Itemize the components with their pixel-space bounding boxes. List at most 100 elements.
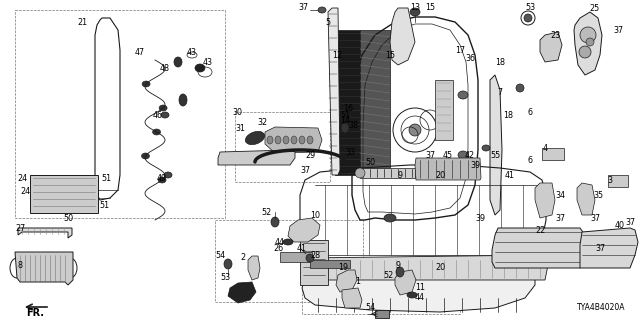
Ellipse shape bbox=[161, 112, 169, 118]
Polygon shape bbox=[415, 158, 481, 180]
Text: 26: 26 bbox=[273, 244, 283, 252]
Text: 18: 18 bbox=[495, 58, 505, 67]
Text: 31: 31 bbox=[235, 124, 245, 132]
Text: TYA4B4020A: TYA4B4020A bbox=[577, 303, 625, 312]
Polygon shape bbox=[390, 8, 415, 65]
Text: 6: 6 bbox=[527, 156, 532, 164]
Text: 41: 41 bbox=[505, 171, 515, 180]
Polygon shape bbox=[288, 218, 320, 242]
Text: 9: 9 bbox=[396, 260, 401, 269]
Text: 54: 54 bbox=[365, 303, 375, 313]
Text: 37: 37 bbox=[590, 213, 600, 222]
Polygon shape bbox=[580, 228, 638, 268]
Text: 3: 3 bbox=[607, 175, 612, 185]
Polygon shape bbox=[360, 168, 415, 178]
Text: 43: 43 bbox=[187, 47, 197, 57]
Text: 45: 45 bbox=[443, 150, 453, 159]
Text: 52: 52 bbox=[383, 270, 393, 279]
Polygon shape bbox=[302, 255, 548, 280]
Text: 46: 46 bbox=[153, 110, 163, 119]
Text: 47: 47 bbox=[135, 47, 145, 57]
Text: 48: 48 bbox=[160, 63, 170, 73]
Text: 37: 37 bbox=[555, 213, 565, 222]
Polygon shape bbox=[535, 183, 555, 218]
Circle shape bbox=[579, 46, 591, 58]
Bar bbox=[302, 258, 460, 314]
Ellipse shape bbox=[307, 136, 313, 144]
Text: 22: 22 bbox=[535, 226, 545, 235]
Ellipse shape bbox=[158, 177, 166, 183]
Polygon shape bbox=[360, 30, 390, 175]
Text: 11: 11 bbox=[415, 284, 425, 292]
Ellipse shape bbox=[152, 129, 161, 135]
Text: 51: 51 bbox=[99, 201, 109, 210]
Text: 37: 37 bbox=[298, 3, 308, 12]
Circle shape bbox=[580, 27, 596, 43]
Text: 12: 12 bbox=[332, 51, 342, 60]
Text: 53: 53 bbox=[220, 274, 230, 283]
Text: 30: 30 bbox=[232, 108, 242, 116]
Polygon shape bbox=[335, 30, 360, 175]
Text: 32: 32 bbox=[257, 117, 267, 126]
Ellipse shape bbox=[245, 132, 264, 145]
Text: 4: 4 bbox=[543, 143, 547, 153]
Text: 37: 37 bbox=[595, 244, 605, 252]
Bar bbox=[280, 252, 312, 262]
Bar bbox=[300, 240, 328, 285]
Text: 24: 24 bbox=[20, 187, 30, 196]
Bar bbox=[435, 80, 453, 140]
Text: 20: 20 bbox=[435, 171, 445, 180]
Text: 42: 42 bbox=[465, 150, 475, 159]
Bar bbox=[15, 10, 225, 218]
Text: 52: 52 bbox=[261, 207, 271, 217]
Ellipse shape bbox=[271, 217, 279, 227]
Text: 37: 37 bbox=[613, 26, 623, 35]
Text: 50: 50 bbox=[63, 213, 73, 222]
Text: 38: 38 bbox=[348, 121, 358, 130]
Text: 14: 14 bbox=[340, 116, 350, 124]
Polygon shape bbox=[395, 270, 416, 295]
Text: 53: 53 bbox=[525, 3, 535, 12]
Text: 55: 55 bbox=[490, 150, 500, 159]
Polygon shape bbox=[218, 150, 295, 165]
Ellipse shape bbox=[410, 8, 420, 16]
Polygon shape bbox=[574, 12, 602, 75]
Polygon shape bbox=[577, 183, 595, 215]
Text: 33: 33 bbox=[345, 148, 355, 156]
Circle shape bbox=[524, 14, 532, 22]
Polygon shape bbox=[228, 282, 256, 303]
Polygon shape bbox=[302, 270, 535, 312]
Polygon shape bbox=[18, 228, 72, 238]
Text: 16: 16 bbox=[343, 103, 353, 113]
Text: 39: 39 bbox=[475, 213, 485, 222]
Ellipse shape bbox=[299, 136, 305, 144]
Ellipse shape bbox=[407, 292, 417, 298]
Polygon shape bbox=[328, 8, 340, 175]
Text: 21: 21 bbox=[77, 18, 87, 27]
Polygon shape bbox=[15, 252, 73, 285]
Bar bbox=[608, 175, 628, 187]
Text: 18: 18 bbox=[503, 110, 513, 119]
Text: 51: 51 bbox=[340, 110, 350, 119]
Polygon shape bbox=[490, 75, 502, 215]
Ellipse shape bbox=[174, 57, 182, 67]
Text: 19: 19 bbox=[338, 263, 348, 273]
Text: 20: 20 bbox=[435, 263, 445, 273]
Ellipse shape bbox=[283, 136, 289, 144]
Text: 25: 25 bbox=[590, 4, 600, 12]
Polygon shape bbox=[265, 127, 322, 153]
Ellipse shape bbox=[141, 153, 150, 159]
Bar bbox=[30, 175, 98, 213]
Ellipse shape bbox=[516, 84, 524, 92]
Ellipse shape bbox=[159, 105, 167, 111]
Text: 37: 37 bbox=[425, 150, 435, 159]
Polygon shape bbox=[540, 32, 562, 62]
Bar bbox=[235, 112, 330, 182]
Bar bbox=[542, 148, 564, 160]
Circle shape bbox=[586, 38, 594, 46]
Ellipse shape bbox=[275, 136, 281, 144]
Text: 37: 37 bbox=[625, 218, 635, 227]
Text: 54: 54 bbox=[215, 251, 225, 260]
Text: 35: 35 bbox=[593, 190, 603, 199]
Text: 27: 27 bbox=[15, 223, 25, 233]
